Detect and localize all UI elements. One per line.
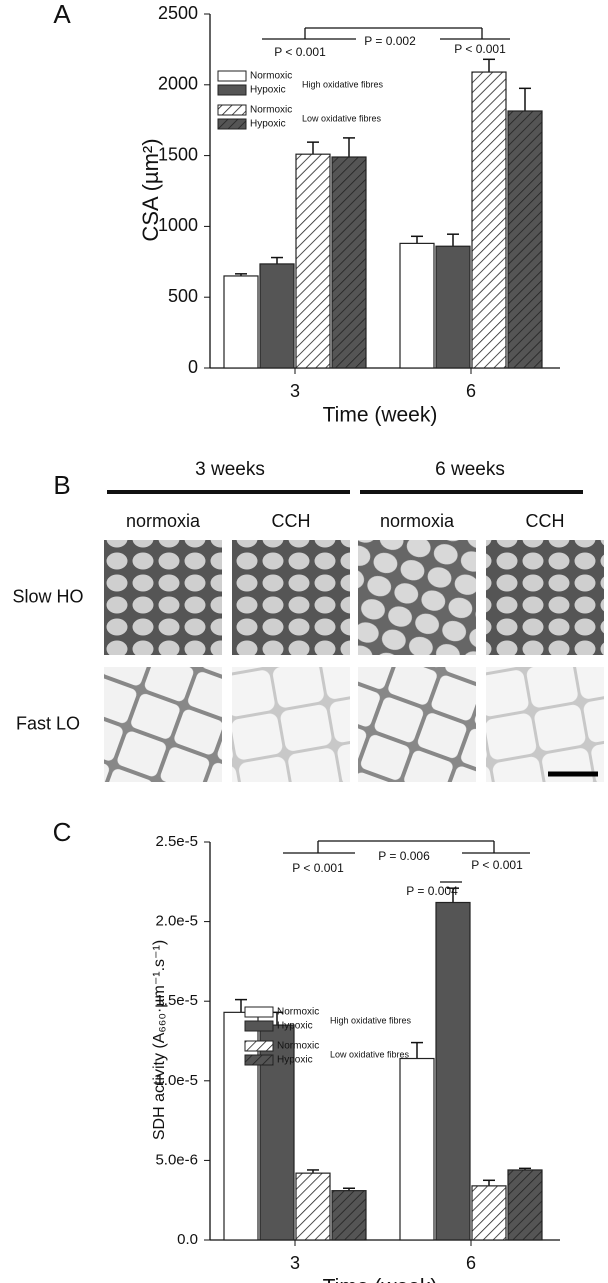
micrograph	[358, 540, 476, 655]
micrograph	[232, 540, 350, 655]
x-axis-label: Time (week)	[323, 404, 438, 427]
legend-swatch	[244, 1040, 274, 1052]
legend-label: Hypoxic	[250, 85, 286, 96]
column-label: normoxia	[380, 511, 455, 531]
legend-swatch	[217, 104, 247, 116]
x-axis-label: Time (week)	[323, 1276, 438, 1283]
group-label: 6 weeks	[435, 459, 505, 480]
legend-swatch	[217, 84, 247, 96]
micrograph	[486, 540, 604, 655]
micrograph	[104, 540, 222, 655]
legend-label: Normoxic	[277, 1041, 319, 1052]
bar	[259, 263, 295, 369]
panel-label: A	[53, 0, 71, 29]
y-tick-label: 1.0e-5	[155, 1072, 198, 1089]
bar	[223, 275, 259, 369]
y-tick-label: 2500	[158, 3, 198, 23]
y-tick-label: 2.5e-5	[155, 833, 198, 850]
bar	[295, 1172, 331, 1241]
legend-group-label: High oxidative fibres	[302, 79, 384, 89]
y-axis-label: SDH activity (A₆₆₀·µm⁻¹.s⁻¹)	[151, 940, 168, 1140]
row-label: Slow HO	[12, 586, 83, 606]
legend-label: Hypoxic	[277, 1021, 313, 1032]
annotation: P < 0.001	[274, 45, 326, 59]
column-label: CCH	[526, 511, 565, 531]
x-tick-label: 3	[290, 1253, 300, 1273]
panel-label: B	[53, 470, 70, 500]
bar	[331, 1190, 367, 1241]
legend-label: Hypoxic	[250, 119, 286, 130]
legend-label: Normoxic	[250, 71, 292, 82]
legend-label: Hypoxic	[277, 1055, 313, 1066]
micrograph	[486, 667, 604, 782]
column-label: normoxia	[126, 511, 201, 531]
x-tick-label: 3	[290, 381, 300, 401]
bar	[507, 110, 543, 369]
annotation: P = 0.006	[378, 849, 430, 863]
y-tick-label: 2.0e-5	[155, 913, 198, 930]
y-tick-label: 1000	[158, 215, 198, 235]
micrograph	[232, 667, 350, 782]
legend-swatch	[244, 1054, 274, 1066]
legend-swatch	[217, 70, 247, 82]
bar	[471, 1185, 507, 1241]
x-tick-label: 6	[466, 381, 476, 401]
y-tick-label: 1500	[158, 144, 198, 164]
bar	[435, 901, 471, 1241]
y-tick-label: 0	[188, 357, 198, 377]
micrograph	[358, 667, 476, 782]
y-tick-label: 2000	[158, 74, 198, 94]
bar	[331, 156, 367, 369]
annotation: P < 0.001	[454, 42, 506, 56]
legend-swatch	[244, 1020, 274, 1032]
legend-label: Normoxic	[250, 105, 292, 116]
legend-group-label: Low oxidative fibres	[330, 1049, 410, 1059]
annotation: P = 0.002	[364, 34, 416, 48]
annotation: P < 0.001	[292, 861, 344, 875]
bar	[399, 242, 435, 369]
legend-swatch	[244, 1006, 274, 1018]
y-tick-label: 1.5e-5	[155, 992, 198, 1009]
panel-label: C	[53, 817, 72, 847]
y-tick-label: 500	[168, 286, 198, 306]
bar	[295, 153, 331, 369]
legend-group-label: Low oxidative fibres	[302, 113, 382, 123]
row-label: Fast LO	[16, 713, 80, 733]
micrograph	[104, 667, 222, 782]
y-tick-label: 0.0	[177, 1231, 198, 1248]
annotation: P = 0.004	[406, 884, 458, 898]
annotation: P < 0.001	[471, 858, 523, 872]
bar	[507, 1169, 543, 1241]
bar	[399, 1057, 435, 1241]
y-axis-label: CSA (µm²)	[138, 138, 163, 241]
x-tick-label: 6	[466, 1253, 476, 1273]
y-tick-label: 5.0e-6	[155, 1151, 198, 1168]
legend-label: Normoxic	[277, 1007, 319, 1018]
bar	[435, 245, 471, 369]
legend-group-label: High oxidative fibres	[330, 1015, 412, 1025]
legend-swatch	[217, 118, 247, 130]
group-label: 3 weeks	[195, 459, 265, 480]
column-label: CCH	[272, 511, 311, 531]
bar	[471, 71, 507, 369]
